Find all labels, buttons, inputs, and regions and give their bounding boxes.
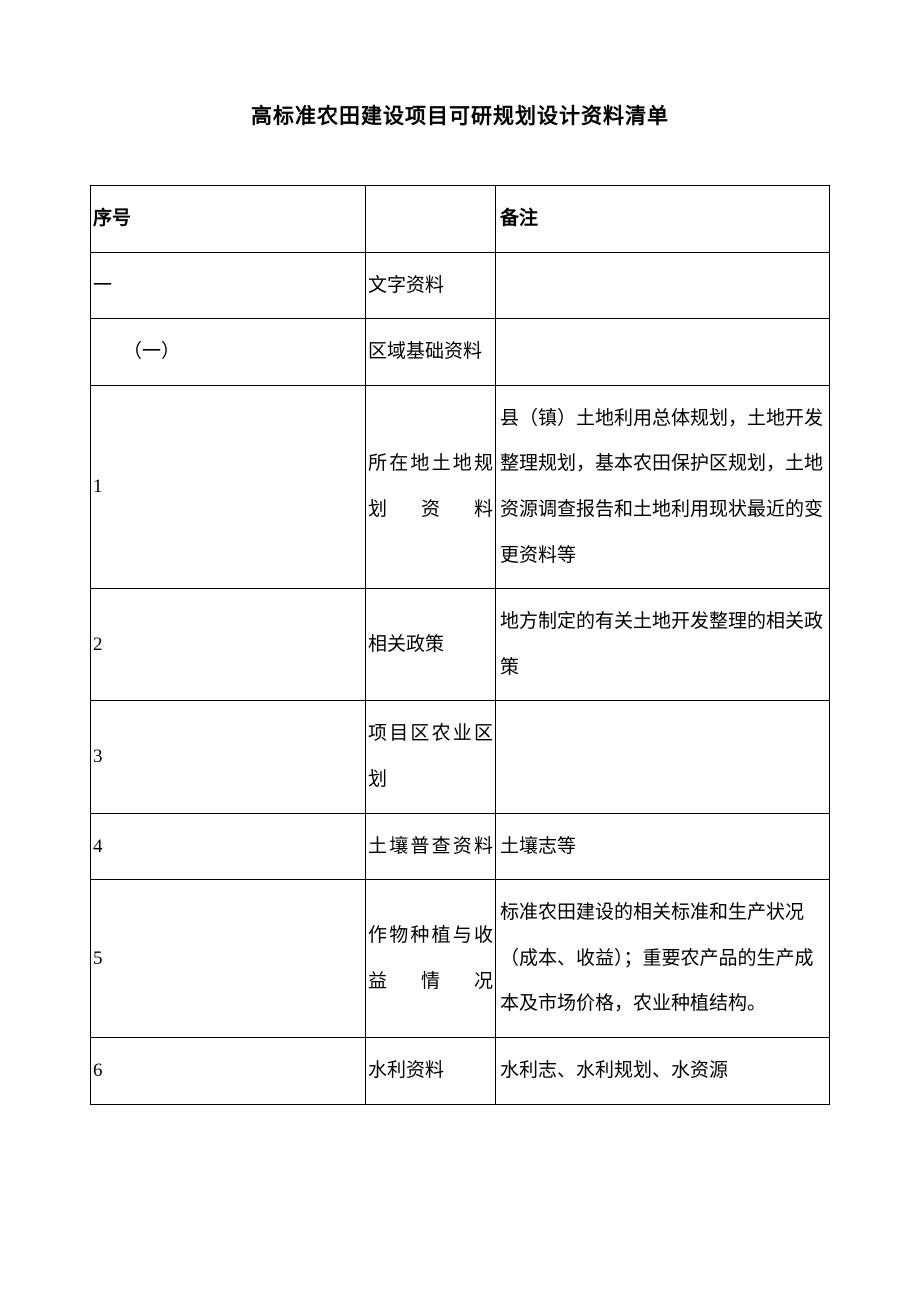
cell-name: 文字资料: [366, 252, 496, 319]
header-note: 备注: [496, 186, 830, 253]
cell-name: 所在地土地规划资料: [366, 385, 496, 588]
document-title: 高标准农田建设项目可研规划设计资料清单: [90, 100, 830, 130]
cell-note: 地方制定的有关土地开发整理的相关政策: [496, 589, 830, 701]
cell-name: 项目区农业区划: [366, 701, 496, 813]
table-row: 6 水利资料 水利志、水利规划、水资源: [91, 1037, 830, 1104]
table-row: 2 相关政策 地方制定的有关土地开发整理的相关政策: [91, 589, 830, 701]
header-name: [366, 186, 496, 253]
table-row: 3 项目区农业区划: [91, 701, 830, 813]
cell-seq: 一: [91, 252, 366, 319]
cell-name: 土壤普查资料: [366, 813, 496, 880]
cell-seq: 4: [91, 813, 366, 880]
cell-note: [496, 701, 830, 813]
cell-note: [496, 252, 830, 319]
table-row: 1 所在地土地规划资料 县（镇）土地利用总体规划，土地开发整理规划，基本农田保护…: [91, 385, 830, 588]
table-row: （一） 区域基础资料: [91, 319, 830, 386]
table-row: 4 土壤普查资料 土壤志等: [91, 813, 830, 880]
materials-table: 序号 备注 一 文字资料 （一） 区域基础资料 1 所在地土地规划资料 县（镇）…: [90, 185, 830, 1105]
cell-seq: （一）: [91, 319, 366, 386]
table-row: 一 文字资料: [91, 252, 830, 319]
cell-seq: 3: [91, 701, 366, 813]
cell-name: 作物种植与收益情况: [366, 880, 496, 1038]
cell-seq: 2: [91, 589, 366, 701]
cell-note: 水利志、水利规划、水资源: [496, 1037, 830, 1104]
header-seq: 序号: [91, 186, 366, 253]
cell-note: 标准农田建设的相关标准和生产状况（成本、收益）；重要农产品的生产成本及市场价格，…: [496, 880, 830, 1038]
cell-seq: 6: [91, 1037, 366, 1104]
cell-seq: 5: [91, 880, 366, 1038]
cell-note: [496, 319, 830, 386]
cell-name: 水利资料: [366, 1037, 496, 1104]
table-header-row: 序号 备注: [91, 186, 830, 253]
cell-note: 土壤志等: [496, 813, 830, 880]
table-row: 5 作物种植与收益情况 标准农田建设的相关标准和生产状况（成本、收益）；重要农产…: [91, 880, 830, 1038]
cell-note: 县（镇）土地利用总体规划，土地开发整理规划，基本农田保护区规划，土地资源调查报告…: [496, 385, 830, 588]
cell-name: 区域基础资料: [366, 319, 496, 386]
cell-name: 相关政策: [366, 589, 496, 701]
cell-seq: 1: [91, 385, 366, 588]
